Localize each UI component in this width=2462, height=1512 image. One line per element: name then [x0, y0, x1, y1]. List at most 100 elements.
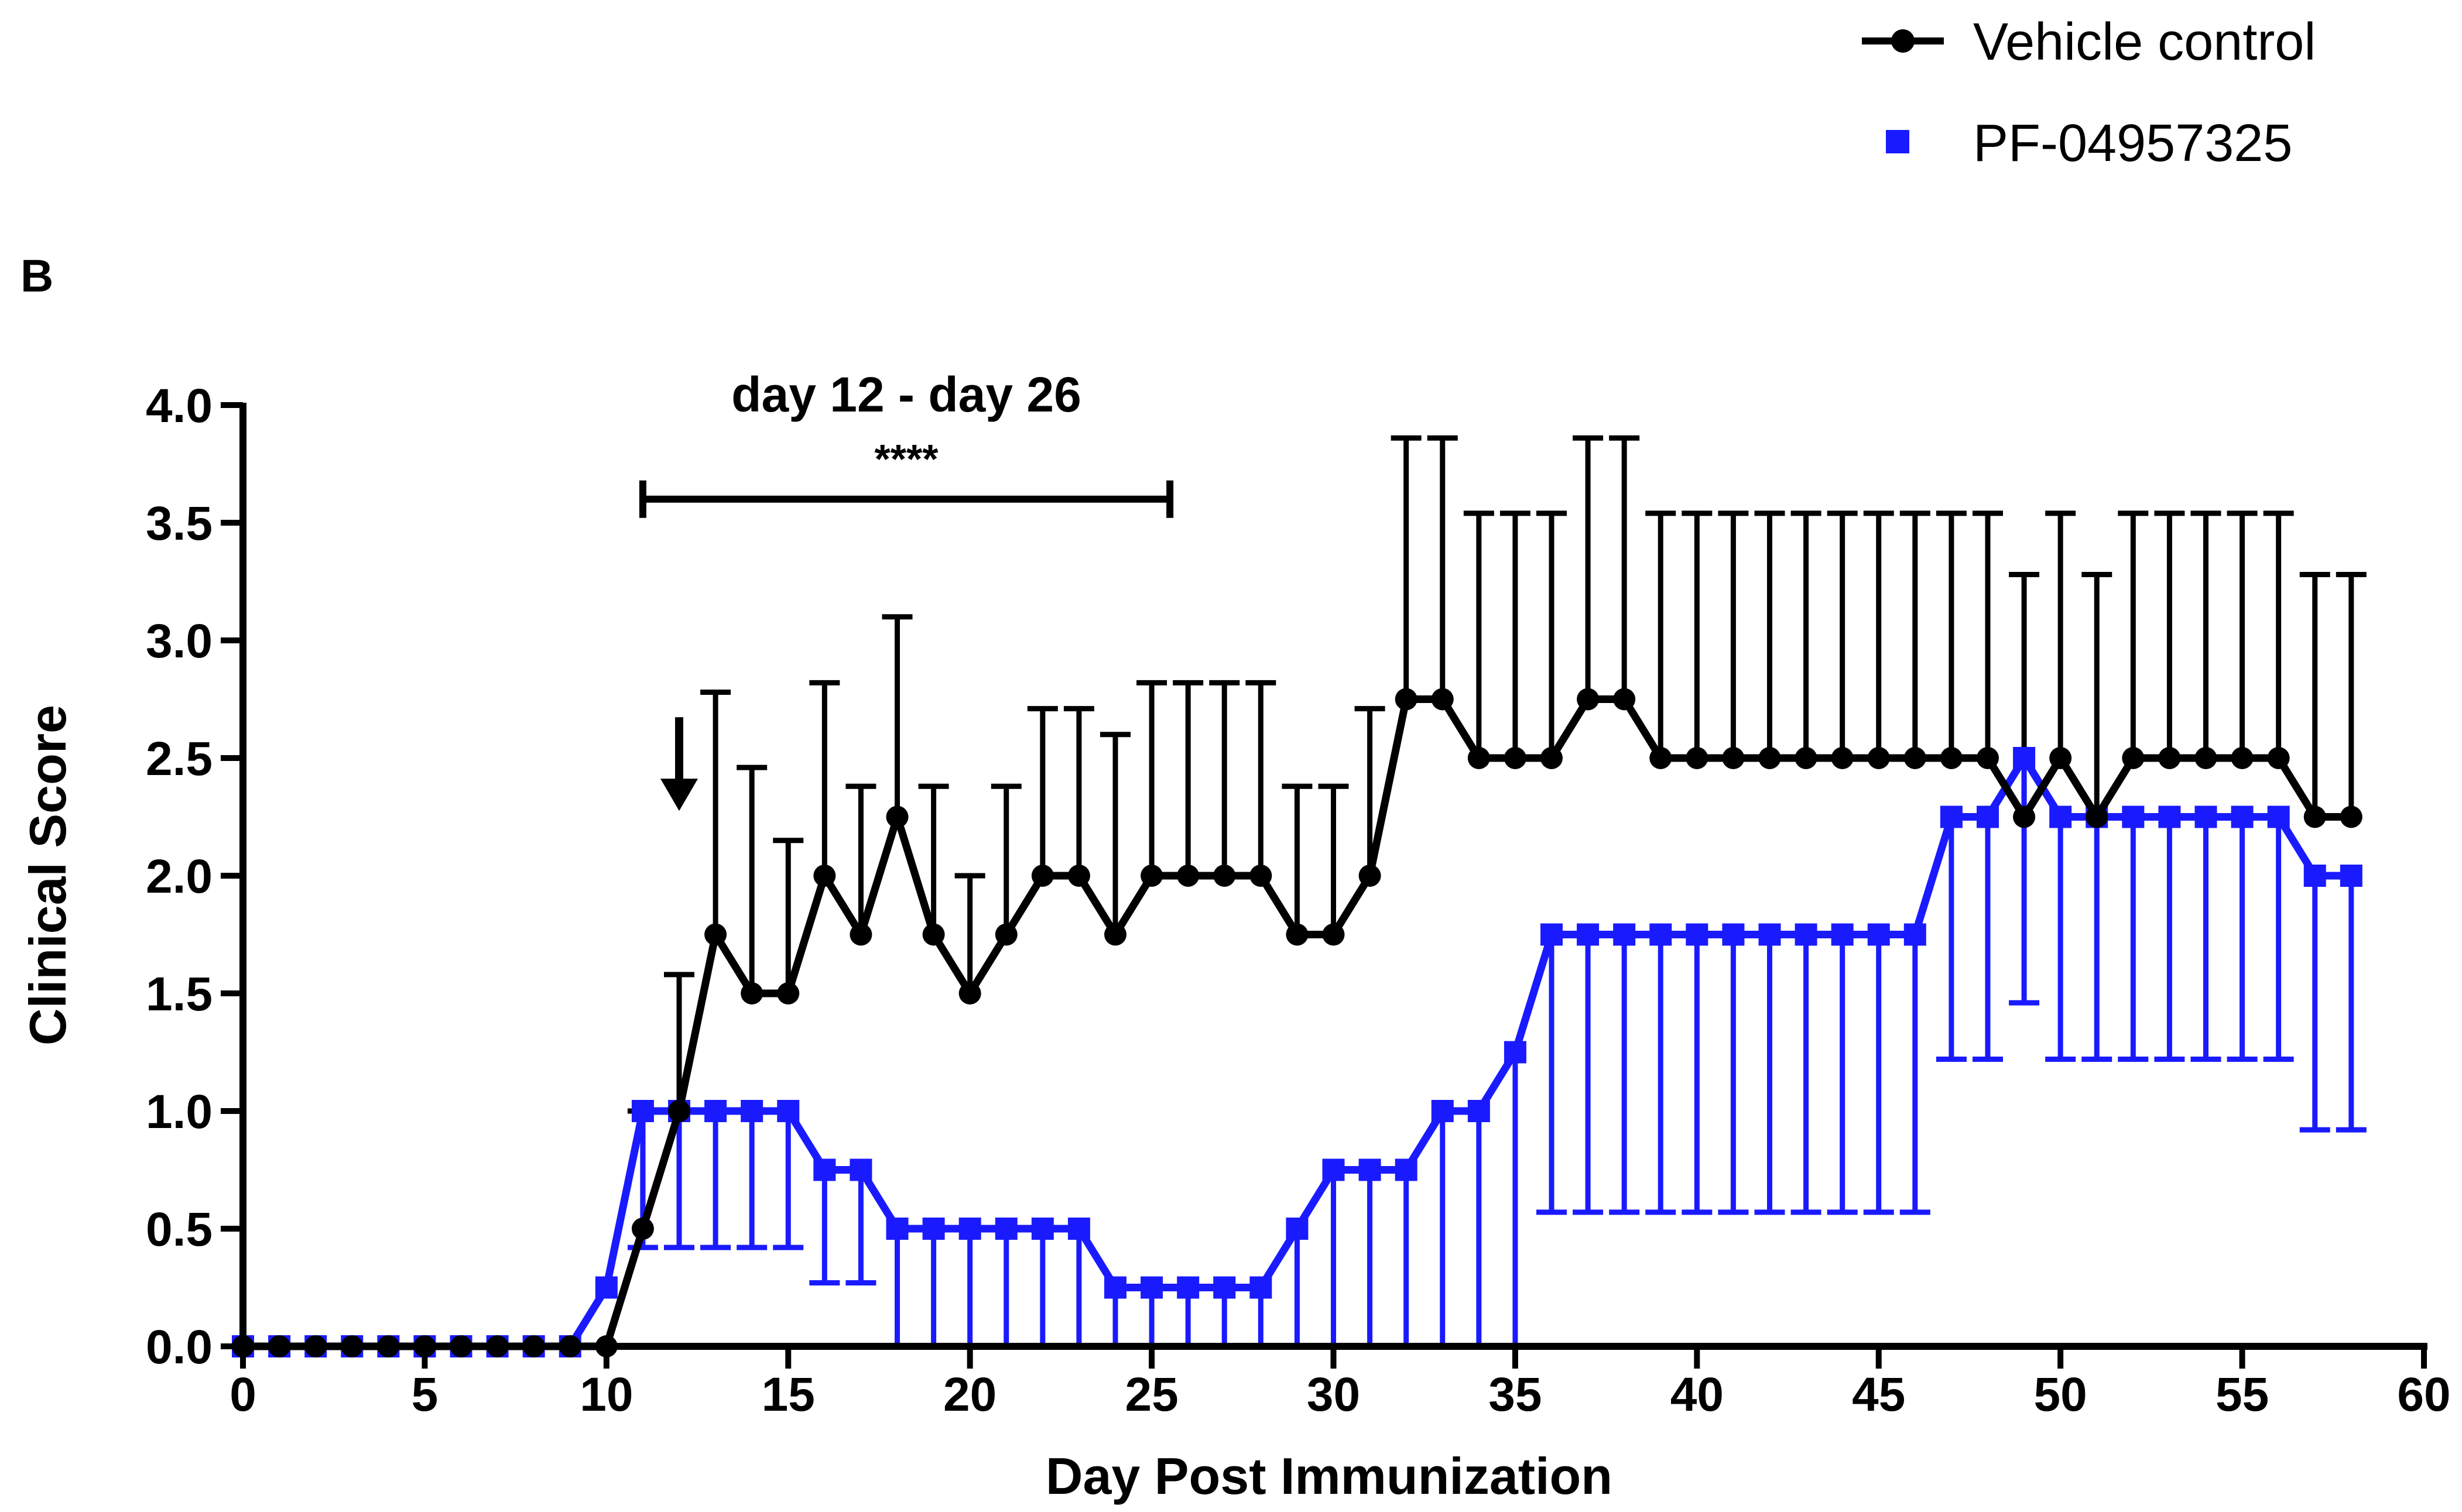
y-tick-label: 3.0: [146, 615, 213, 668]
x-tick-label: 40: [1670, 1368, 1724, 1421]
data-point-vehicle-control: [1722, 747, 1745, 769]
legend: Vehicle control PF-04957325: [1862, 13, 2316, 173]
data-point-vehicle-control: [922, 923, 945, 946]
data-point-pf-04957325: [1903, 923, 1926, 946]
x-tick-label: 45: [1852, 1368, 1905, 1421]
data-point-pf-04957325: [1649, 923, 1672, 946]
data-point-vehicle-control: [958, 982, 981, 1004]
data-point-vehicle-control: [668, 1100, 690, 1122]
data-point-vehicle-control: [2194, 747, 2217, 769]
data-point-pf-04957325: [2194, 805, 2217, 828]
data-point-pf-04957325: [2231, 805, 2254, 828]
data-point-pf-04957325: [1540, 923, 1563, 946]
legend-marker-vehicle-control: [1891, 29, 1915, 53]
data-point-pf-04957325: [2267, 805, 2290, 828]
data-point-vehicle-control: [741, 982, 763, 1004]
data-point-pf-04957325: [1795, 923, 1817, 946]
data-point-pf-04957325: [850, 1158, 872, 1181]
data-point-vehicle-control: [886, 805, 909, 828]
x-tick-label: 25: [1125, 1368, 1178, 1421]
data-point-pf-04957325: [1940, 805, 1963, 828]
data-point-vehicle-control: [631, 1218, 654, 1240]
data-point-vehicle-control: [1977, 747, 1999, 769]
data-point-vehicle-control: [1395, 688, 1417, 711]
data-point-pf-04957325: [2122, 805, 2145, 828]
y-axis-title: Clinical Score: [19, 705, 77, 1045]
data-point-pf-04957325: [1686, 923, 1708, 946]
data-point-pf-04957325: [1831, 923, 1854, 946]
legend-label-vehicle-control: Vehicle control: [1973, 13, 2316, 71]
data-point-pf-04957325: [2158, 805, 2181, 828]
data-point-vehicle-control: [1577, 688, 1600, 711]
errorbar-layer: [627, 435, 2367, 1349]
data-point-vehicle-control: [2231, 747, 2254, 769]
data-point-pf-04957325: [1104, 1276, 1126, 1299]
x-axis-title: Day Post Immunization: [1046, 1447, 1612, 1505]
data-point-vehicle-control: [1067, 865, 1090, 887]
data-point-vehicle-control: [1249, 865, 1272, 887]
y-tick-label: 2.0: [146, 850, 213, 903]
data-point-pf-04957325: [922, 1218, 945, 1240]
data-point-vehicle-control: [813, 865, 836, 887]
data-point-vehicle-control: [1431, 688, 1454, 711]
data-point-pf-04957325: [1286, 1218, 1309, 1240]
data-point-vehicle-control: [777, 982, 800, 1004]
data-point-vehicle-control: [1104, 923, 1126, 946]
x-tick-label: 15: [762, 1368, 815, 1421]
data-point-pf-04957325: [958, 1218, 981, 1240]
data-point-pf-04957325: [886, 1218, 909, 1240]
data-point-vehicle-control: [1867, 747, 1890, 769]
data-point-pf-04957325: [777, 1100, 800, 1122]
data-point-vehicle-control: [704, 923, 727, 946]
arrow-down-icon: [660, 779, 698, 811]
data-point-pf-04957325: [1977, 805, 1999, 828]
x-tick-label: 55: [2216, 1368, 2269, 1421]
legend-label-pf-04957325: PF-04957325: [1973, 114, 2292, 173]
data-point-vehicle-control: [1467, 747, 1490, 769]
data-point-pf-04957325: [1613, 923, 1636, 946]
data-point-pf-04957325: [1467, 1100, 1490, 1122]
data-point-vehicle-control: [1031, 865, 1054, 887]
data-point-pf-04957325: [2049, 805, 2072, 828]
y-tick-label: 0.5: [146, 1203, 213, 1256]
data-point-pf-04957325: [1031, 1218, 1054, 1240]
series-layer: [232, 688, 2362, 1357]
data-point-pf-04957325: [1758, 923, 1781, 946]
data-point-vehicle-control: [2340, 805, 2362, 828]
data-point-vehicle-control: [1286, 923, 1309, 946]
legend-marker-pf-04957325: [1886, 130, 1909, 153]
data-point-vehicle-control: [2086, 805, 2108, 828]
x-tick-label: 5: [412, 1368, 439, 1421]
data-point-pf-04957325: [1577, 923, 1600, 946]
y-tick-label: 2.5: [146, 732, 213, 786]
data-point-pf-04957325: [1322, 1158, 1345, 1181]
data-point-pf-04957325: [1722, 923, 1745, 946]
x-tick-label: 50: [2034, 1368, 2087, 1421]
significance-stars: ****: [875, 436, 939, 482]
y-tick-label: 1.5: [146, 968, 213, 1021]
day-range-label: day 12 - day 26: [731, 367, 1081, 422]
x-tick-label: 30: [1307, 1368, 1360, 1421]
x-tick-label: 20: [943, 1368, 997, 1421]
data-point-pf-04957325: [1358, 1158, 1381, 1181]
data-point-pf-04957325: [741, 1100, 763, 1122]
data-point-vehicle-control: [995, 923, 1018, 946]
legend-item-vehicle-control: Vehicle control: [1862, 13, 2316, 71]
data-point-pf-04957325: [704, 1100, 727, 1122]
data-point-vehicle-control: [1686, 747, 1708, 769]
data-point-vehicle-control: [2122, 747, 2145, 769]
data-point-pf-04957325: [1395, 1158, 1417, 1181]
data-point-pf-04957325: [595, 1276, 618, 1299]
x-tick-label: 0: [230, 1368, 256, 1421]
data-point-vehicle-control: [1758, 747, 1781, 769]
x-tick-label: 35: [1488, 1368, 1542, 1421]
data-point-vehicle-control: [2013, 805, 2036, 828]
data-point-pf-04957325: [1141, 1276, 1163, 1299]
data-point-vehicle-control: [1141, 865, 1163, 887]
legend-item-pf-04957325: PF-04957325: [1886, 114, 2292, 173]
data-point-pf-04957325: [1249, 1276, 1272, 1299]
data-point-pf-04957325: [1067, 1218, 1090, 1240]
data-point-pf-04957325: [2303, 865, 2326, 887]
panel-label: B: [20, 250, 53, 301]
